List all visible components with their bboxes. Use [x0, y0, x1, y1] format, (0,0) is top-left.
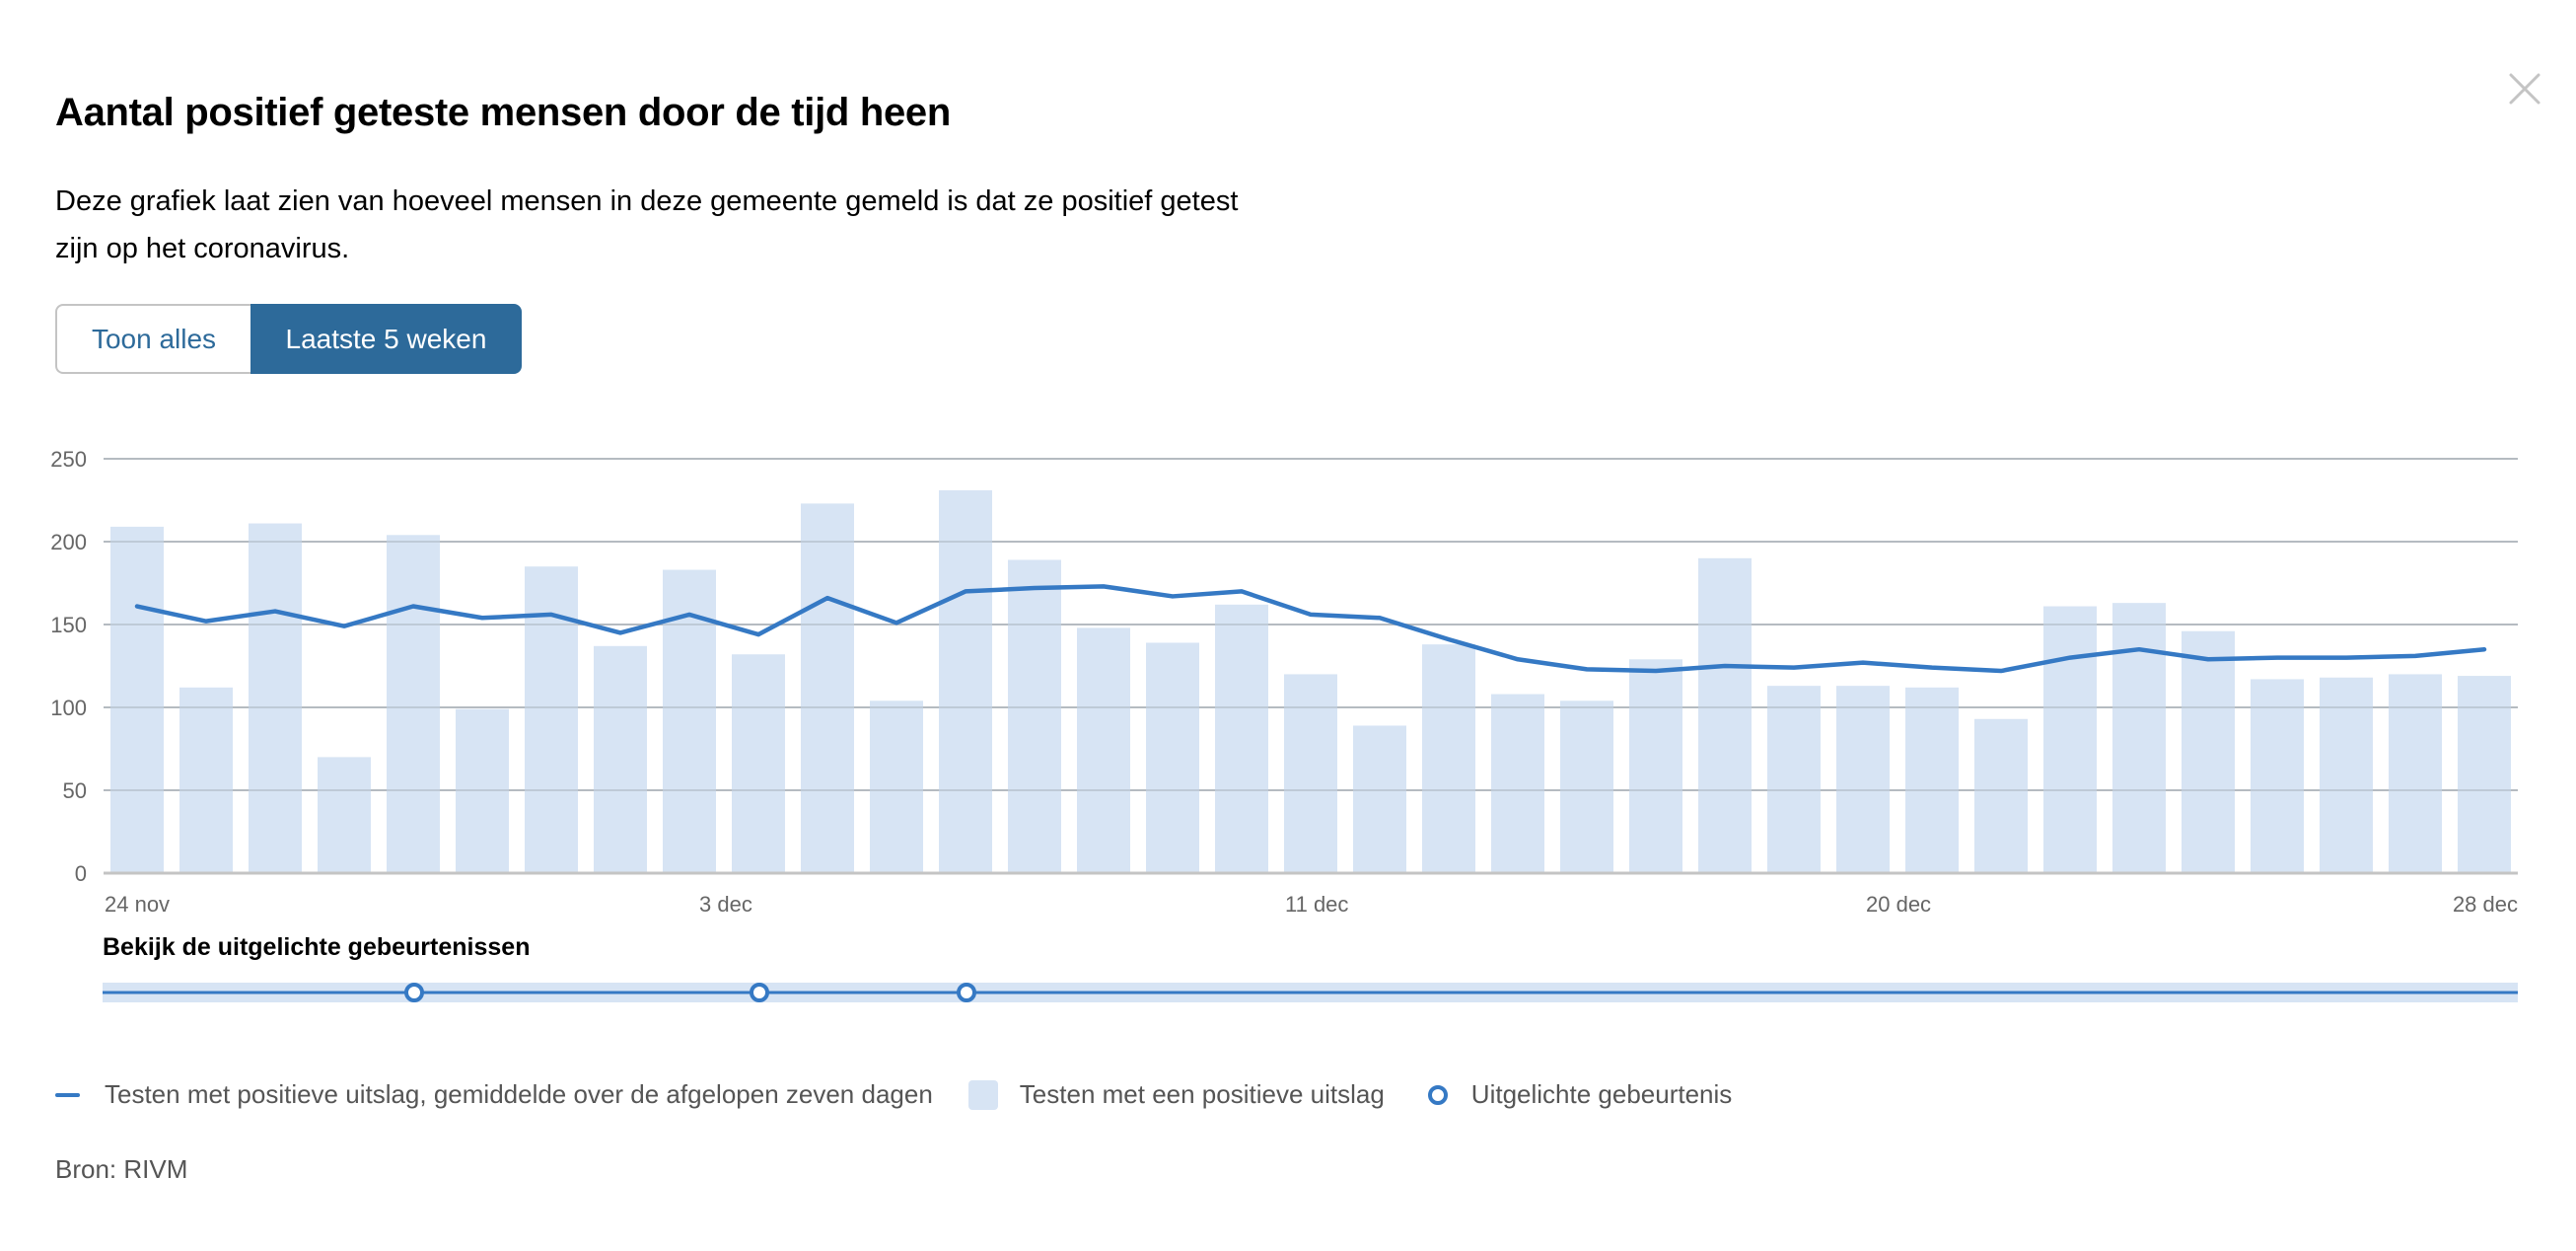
bar[interactable] [1215, 604, 1268, 873]
y-tick-label: 250 [50, 447, 87, 472]
x-axis-labels: 24 nov 3 dec 11 dec 20 dec 28 dec [105, 892, 2518, 917]
bar[interactable] [1146, 642, 1199, 873]
bar[interactable] [1077, 627, 1130, 873]
bar[interactable] [2458, 676, 2511, 873]
bar-series [104, 458, 2518, 875]
legend: Testen met positieve uitslag, gemiddelde… [55, 1079, 1767, 1110]
y-axis-labels: 0 50 100 150 200 250 [50, 447, 87, 886]
legend-label: Testen met een positieve uitslag [1019, 1079, 1385, 1109]
bar[interactable] [2182, 630, 2235, 873]
event-marker-circle-icon[interactable] [957, 983, 976, 1002]
bar[interactable] [1491, 694, 1544, 873]
bar[interactable] [801, 503, 854, 873]
average-line [134, 584, 2487, 674]
legend-item-event: Uitgelichte gebeurtenis [1420, 1079, 1733, 1110]
bar[interactable] [1353, 725, 1406, 873]
bar-icon [967, 1079, 998, 1110]
y-tick-label: 50 [63, 778, 87, 803]
close-button[interactable] [2505, 69, 2544, 109]
source-text: Bron: RIVM [55, 1154, 188, 1184]
bar[interactable] [2320, 677, 2373, 873]
bar[interactable] [732, 654, 785, 873]
bar[interactable] [1974, 718, 2028, 873]
bar[interactable] [1422, 644, 1475, 873]
bar[interactable] [179, 687, 233, 873]
bar[interactable] [318, 757, 371, 873]
chart-description: Deze grafiek laat zien van hoeveel mense… [55, 185, 1239, 264]
bar[interactable] [1905, 687, 1959, 873]
events-title: Bekijk de uitgelichte gebeurtenissen [103, 933, 531, 961]
close-icon [2509, 73, 2540, 105]
bar[interactable] [594, 645, 647, 873]
bar[interactable] [1560, 700, 1613, 873]
bar[interactable] [870, 700, 923, 873]
event-markers [404, 983, 976, 1002]
show-all-button[interactable]: Toon alles [55, 304, 250, 374]
event-marker-circle-icon[interactable] [404, 983, 424, 1002]
y-tick-label: 200 [50, 530, 87, 554]
bar[interactable] [2251, 679, 2304, 873]
bar[interactable] [939, 489, 992, 873]
last-5-weeks-button[interactable]: Laatste 5 weken [250, 304, 522, 374]
bar[interactable] [1698, 557, 1752, 873]
x-tick-label: 3 dec [699, 892, 752, 917]
legend-item-average: Testen met positieve uitslag, gemiddelde… [55, 1079, 933, 1110]
y-tick-label: 150 [50, 613, 87, 637]
range-toggle: Toon alles Laatste 5 weken [55, 304, 522, 374]
legend-label: Testen met positieve uitslag, gemiddelde… [105, 1079, 933, 1109]
bar[interactable] [1008, 559, 1061, 873]
bar[interactable] [1284, 674, 1337, 873]
bar[interactable] [387, 535, 440, 873]
line-icon [55, 1092, 80, 1097]
bar[interactable] [2112, 603, 2166, 873]
bar[interactable] [2389, 674, 2442, 873]
chart-title: Aantal positief geteste mensen door de t… [55, 91, 951, 134]
bar[interactable] [1629, 659, 1682, 873]
legend-label: Uitgelichte gebeurtenis [1470, 1079, 1733, 1109]
bar[interactable] [110, 526, 164, 873]
x-tick-label: 24 nov [105, 892, 170, 917]
bar[interactable] [1767, 686, 1821, 873]
bar[interactable] [249, 523, 302, 873]
y-tick-label: 0 [75, 861, 87, 886]
bar[interactable] [2043, 606, 2097, 873]
circle-icon [1427, 1084, 1448, 1105]
x-tick-label: 28 dec [2453, 892, 2518, 917]
x-tick-label: 20 dec [1866, 892, 1931, 917]
event-marker-circle-icon[interactable] [750, 983, 769, 1002]
x-tick-label: 11 dec [1285, 892, 1348, 917]
legend-item-bars: Testen met een positieve uitslag [967, 1079, 1385, 1110]
y-tick-label: 100 [50, 696, 87, 720]
bar[interactable] [1836, 686, 1890, 873]
